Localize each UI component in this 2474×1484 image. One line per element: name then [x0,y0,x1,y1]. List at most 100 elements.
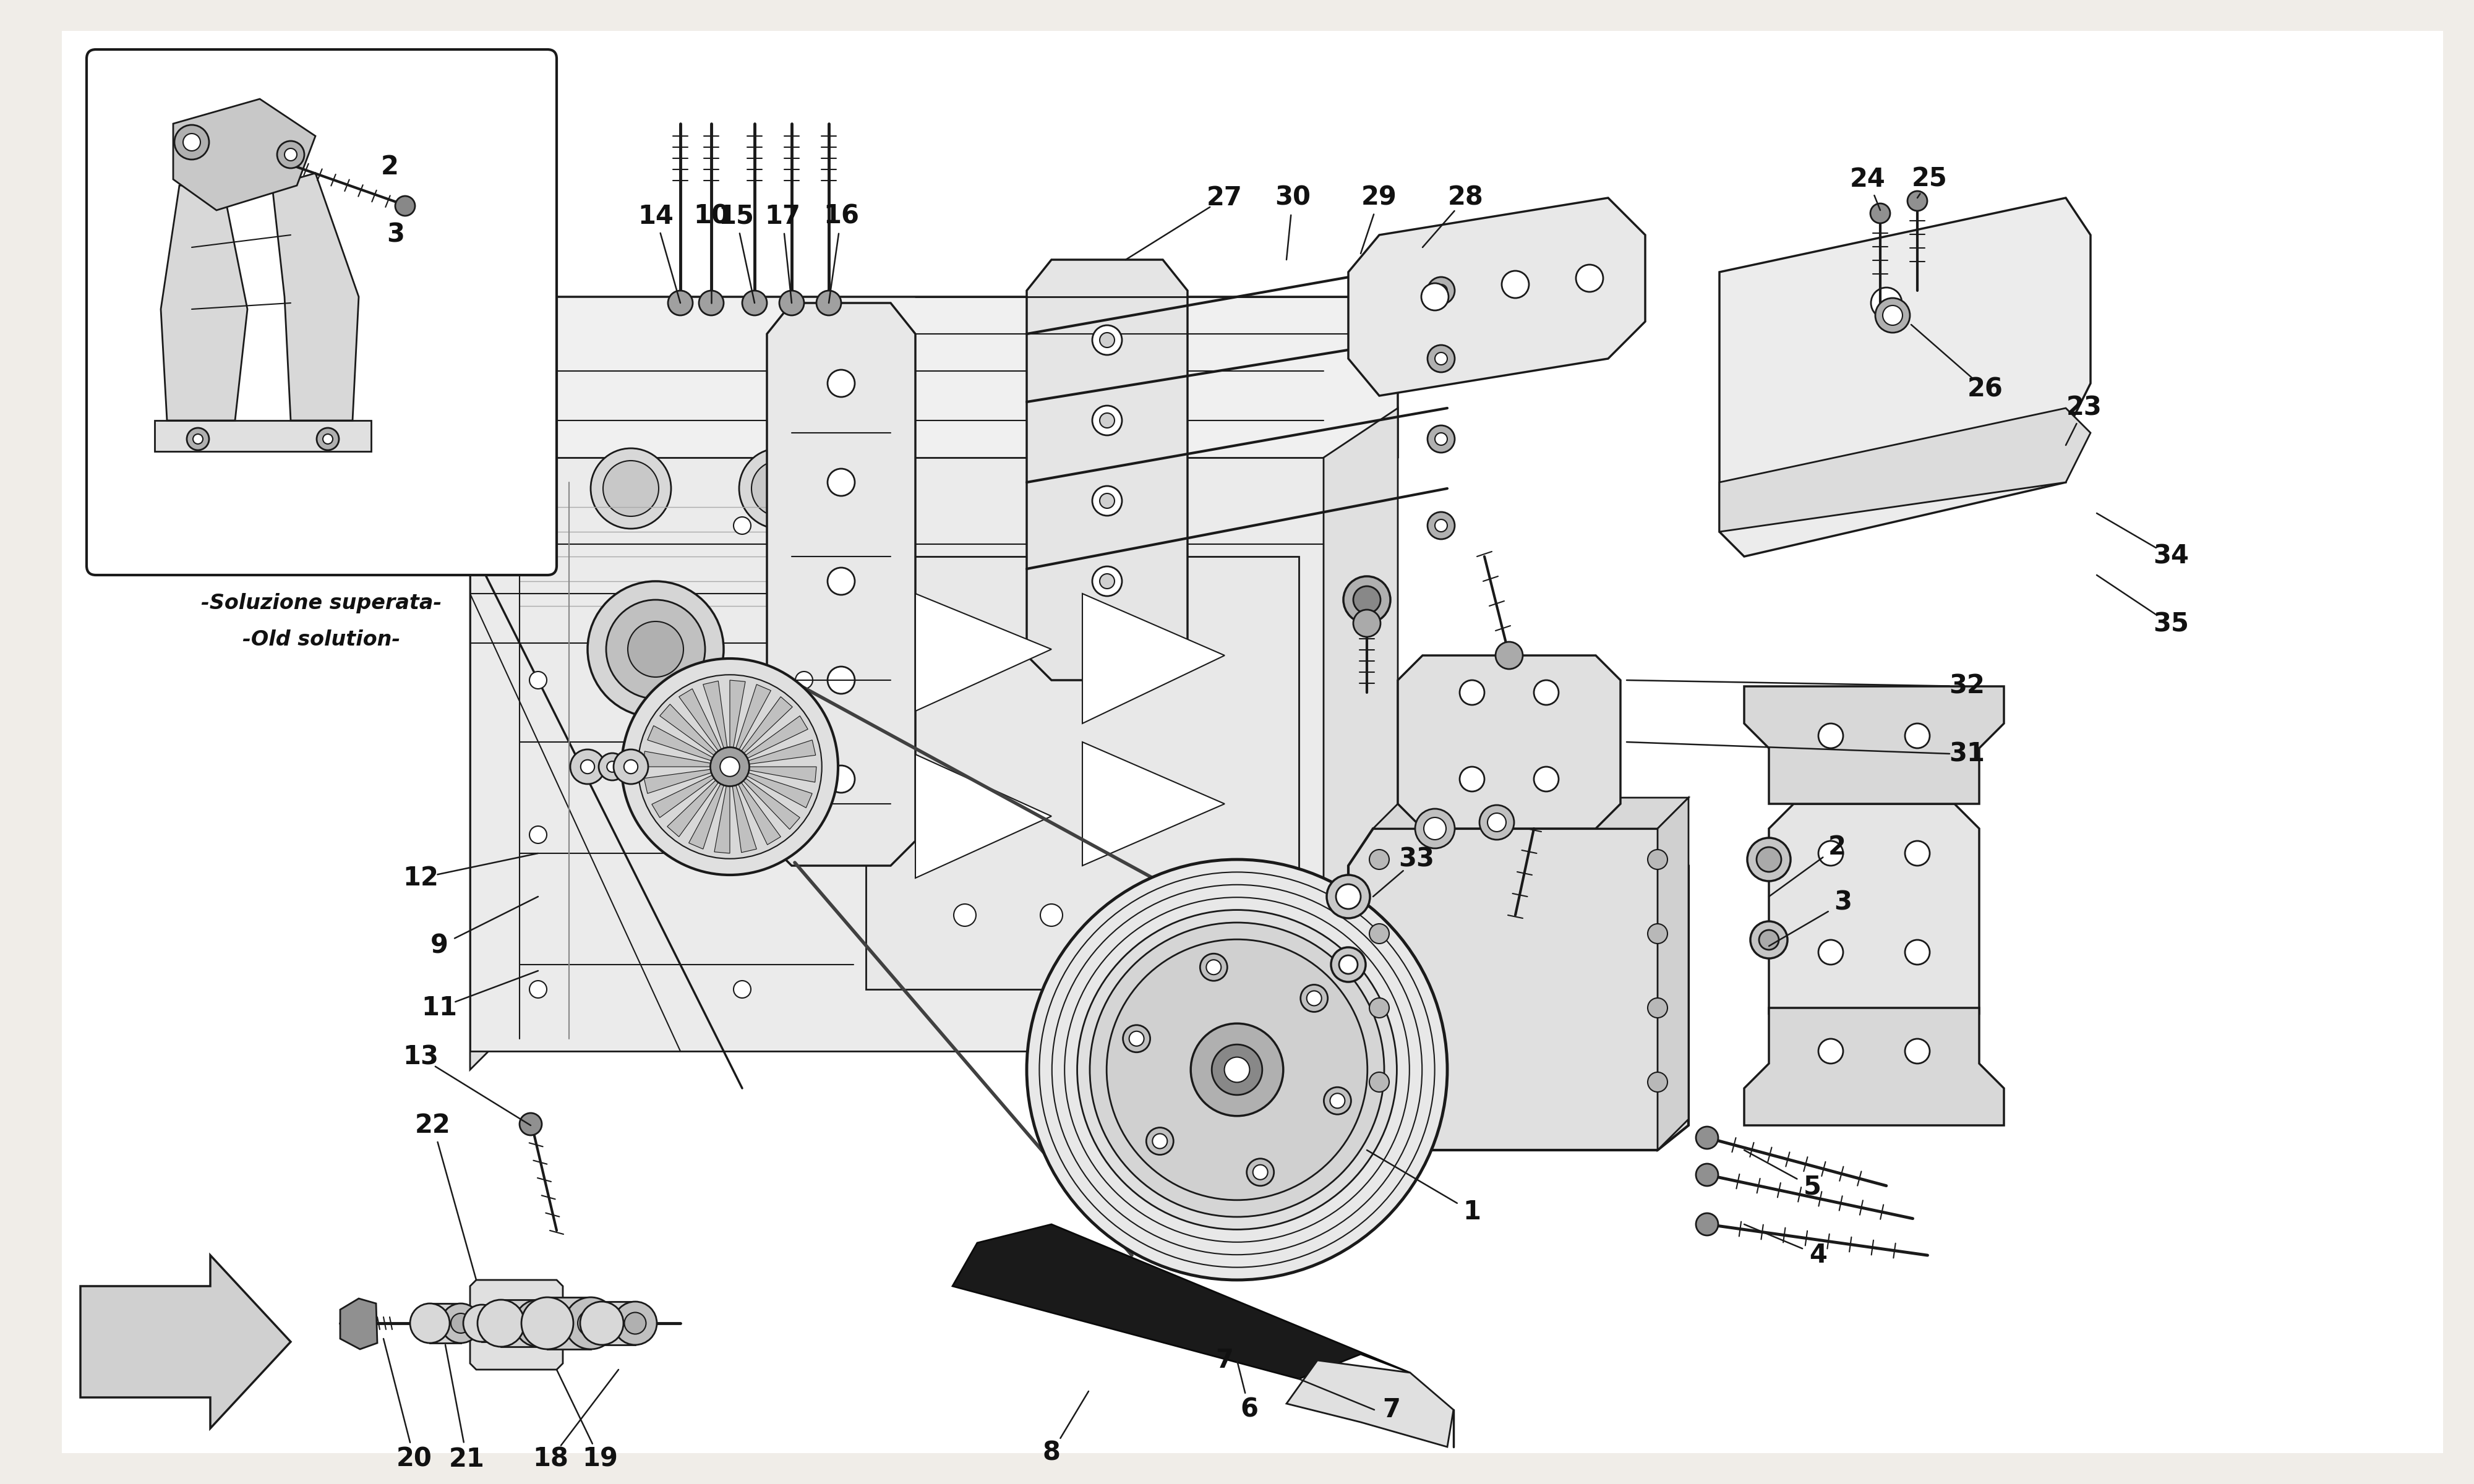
Polygon shape [688,784,725,849]
Circle shape [1338,956,1358,974]
Circle shape [1098,332,1113,347]
Polygon shape [79,1255,292,1428]
Polygon shape [500,1300,539,1347]
Circle shape [614,1301,658,1345]
Circle shape [1818,841,1843,865]
Circle shape [1875,298,1910,332]
Circle shape [1747,838,1791,881]
Circle shape [779,291,804,315]
Polygon shape [1324,408,1398,1051]
Circle shape [1306,991,1321,1006]
Text: 27: 27 [1207,186,1242,211]
Polygon shape [1769,804,1979,1039]
Circle shape [1534,680,1559,705]
Text: 22: 22 [416,1113,450,1138]
Polygon shape [648,726,713,761]
Text: 8: 8 [1042,1439,1061,1466]
Text: 31: 31 [1950,742,1984,767]
Circle shape [1212,904,1237,926]
Circle shape [623,1312,646,1334]
Circle shape [1905,939,1930,965]
Polygon shape [732,785,757,852]
Polygon shape [1084,742,1225,865]
FancyBboxPatch shape [87,49,557,574]
Circle shape [411,1303,450,1343]
Text: 7: 7 [1383,1396,1400,1423]
Circle shape [1098,574,1113,589]
Circle shape [668,291,693,315]
Circle shape [1353,610,1380,637]
Polygon shape [915,754,1051,879]
Polygon shape [1373,798,1687,828]
Polygon shape [1348,828,1687,1150]
Circle shape [1094,325,1123,355]
Circle shape [317,427,339,450]
Text: 16: 16 [824,203,858,230]
Circle shape [1427,344,1455,372]
Circle shape [1326,876,1371,919]
Circle shape [1324,1088,1351,1114]
Circle shape [1427,426,1455,453]
Circle shape [589,582,722,717]
Text: 33: 33 [1398,846,1435,873]
Circle shape [1435,352,1447,365]
Text: 21: 21 [450,1447,485,1472]
Circle shape [529,827,547,843]
Circle shape [1427,512,1455,539]
Circle shape [826,567,856,595]
Text: 28: 28 [1447,186,1484,211]
Polygon shape [161,186,247,420]
Circle shape [183,134,200,151]
Circle shape [1757,847,1781,871]
Circle shape [1648,849,1667,870]
Polygon shape [1027,260,1188,680]
Circle shape [1128,1031,1143,1046]
Polygon shape [750,767,816,782]
Circle shape [1094,405,1123,435]
Circle shape [1818,939,1843,965]
Polygon shape [470,1279,564,1370]
Text: 25: 25 [1912,166,1947,193]
Circle shape [591,448,670,528]
Text: 2: 2 [1828,834,1846,861]
Circle shape [752,460,807,516]
Circle shape [710,748,750,787]
Circle shape [1200,954,1227,981]
Circle shape [477,1304,515,1342]
Circle shape [1301,985,1329,1012]
Circle shape [732,516,752,534]
Text: 15: 15 [717,203,755,230]
Polygon shape [1719,197,2091,556]
Circle shape [1460,680,1484,705]
Circle shape [477,1300,524,1347]
Text: 9: 9 [430,933,448,959]
Text: 30: 30 [1274,186,1311,211]
Circle shape [515,1300,562,1347]
Polygon shape [651,775,715,818]
Circle shape [1331,947,1366,982]
Circle shape [1153,1134,1168,1149]
Circle shape [1648,1071,1667,1092]
Polygon shape [1084,594,1225,723]
Polygon shape [668,781,717,837]
Text: 3: 3 [386,223,406,248]
Text: 29: 29 [1361,186,1398,211]
Circle shape [569,749,604,784]
Circle shape [1353,586,1380,613]
Text: 34: 34 [2152,543,2189,570]
Polygon shape [601,1301,636,1345]
Circle shape [599,752,626,781]
Circle shape [1371,1071,1390,1092]
Circle shape [1435,433,1447,445]
Circle shape [606,600,705,699]
Circle shape [1759,930,1779,950]
Circle shape [1427,278,1455,304]
Circle shape [1420,283,1450,310]
Circle shape [742,291,767,315]
Circle shape [1371,923,1390,944]
Circle shape [623,760,638,773]
Circle shape [606,761,618,772]
Circle shape [1076,910,1398,1229]
Circle shape [1883,306,1903,325]
Polygon shape [643,751,710,767]
